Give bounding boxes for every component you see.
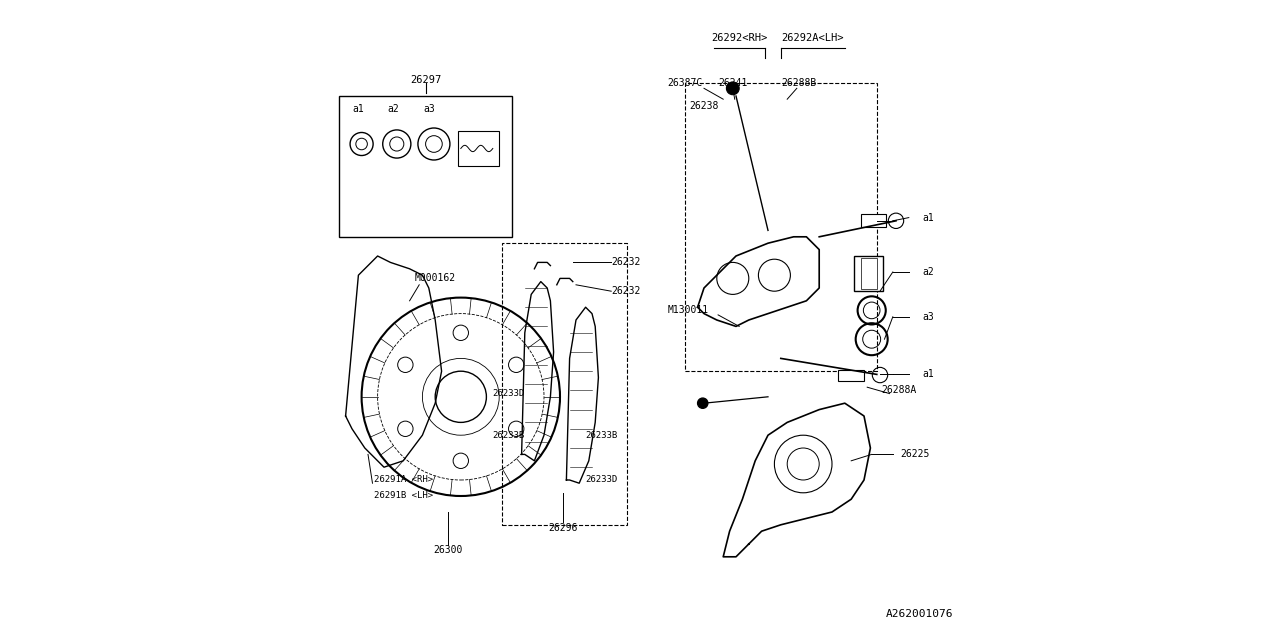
Text: a1: a1 [922,369,934,380]
Text: 26387C: 26387C [667,78,703,88]
Bar [838,370,864,381]
Bar [860,214,886,227]
Text: 26292A<LH>: 26292A<LH> [782,33,844,44]
Text: 26296: 26296 [549,523,577,533]
Text: a2: a2 [388,104,399,114]
Text: 26288A: 26288A [882,385,916,396]
Text: 26300: 26300 [434,545,462,556]
Text: 26238: 26238 [690,100,718,111]
Text: 26233D: 26233D [493,389,525,398]
Bar [860,258,877,289]
Text: 26297: 26297 [410,75,442,85]
Text: 26291B <LH>: 26291B <LH> [374,492,434,500]
Text: 26241: 26241 [718,78,748,88]
Text: 26233B: 26233B [493,431,525,440]
Text: 26288B: 26288B [781,78,817,88]
Text: 26232: 26232 [612,286,640,296]
Text: 26233D: 26233D [585,476,618,484]
Circle shape [727,82,740,95]
Bar [339,96,512,237]
Text: 26292<RH>: 26292<RH> [712,33,767,44]
Text: a1: a1 [922,212,934,223]
Bar [685,83,877,371]
Text: M130011: M130011 [667,305,709,316]
Circle shape [698,398,708,408]
Text: M000162: M000162 [415,273,456,284]
Text: a1: a1 [352,104,365,114]
Bar [458,131,499,166]
Text: a3: a3 [922,312,934,322]
Text: A262001076: A262001076 [886,609,954,620]
Text: a2: a2 [922,267,934,277]
Text: 26233B: 26233B [585,431,618,440]
Text: 26225: 26225 [901,449,929,460]
Text: a3: a3 [422,104,435,114]
Bar [855,256,883,291]
Text: 26232: 26232 [612,257,640,268]
Text: 26291A <RH>: 26291A <RH> [374,476,434,484]
Bar [502,243,627,525]
